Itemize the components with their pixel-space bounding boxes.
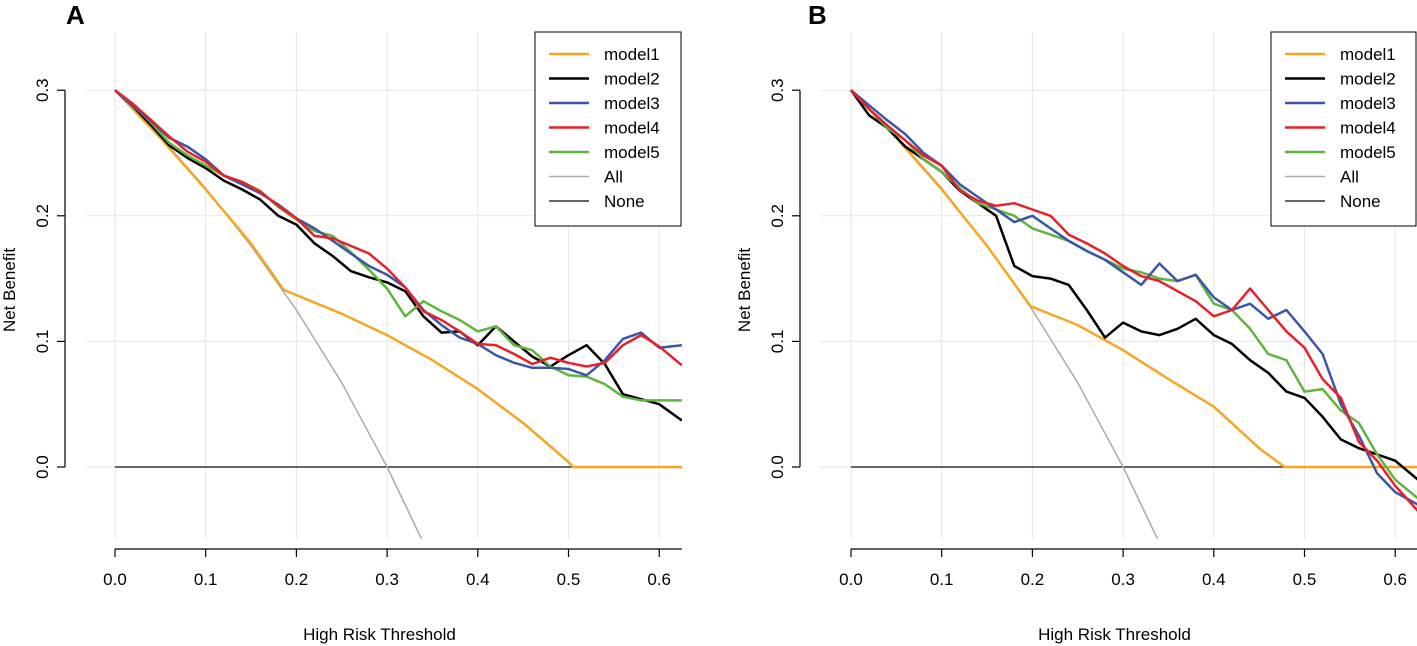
y-axis-title: Net Benefit [735, 248, 754, 332]
legend-label-model5: model5 [604, 143, 660, 162]
y-tick-label: 0.3 [768, 78, 787, 102]
series-line-model1 [850, 89, 1417, 469]
x-tick-label: 0.0 [839, 570, 863, 589]
x-tick-label: 0.2 [1021, 570, 1045, 589]
legend-label-model1: model1 [1340, 45, 1396, 64]
y-axis: 0.0 0.1 0.2 0.3 Net Benefit [0, 78, 66, 479]
y-tick-label: 0.2 [768, 204, 787, 228]
x-tick-label: 0.1 [194, 570, 218, 589]
y-tick-label: 0.1 [768, 330, 787, 354]
legend-label-model5: model5 [1340, 143, 1396, 162]
legend-label-All: All [604, 168, 623, 187]
x-axis-title: High Risk Threshold [303, 625, 456, 644]
x-tick-label: 0.6 [647, 570, 671, 589]
y-axis: 0.0 0.1 0.2 0.3 Net Benefit [735, 78, 801, 479]
legend-label-model3: model3 [1340, 94, 1396, 113]
panel-A: 0.0 0.1 0.2 0.3 0.4 0.5 0.6 High Risk Threshold… [0, 0, 682, 644]
panel-label: A [66, 0, 85, 30]
legend-label-model4: model4 [1340, 119, 1396, 138]
series-group [114, 89, 682, 539]
legend: model1 model2 model3 model4 model5 All None [1270, 31, 1417, 227]
y-tick-label: 0.1 [33, 330, 52, 354]
legend-box [1270, 31, 1417, 227]
legend-label-model2: model2 [604, 70, 660, 89]
series-line-model4 [114, 89, 682, 368]
x-tick-label: 0.5 [1293, 570, 1317, 589]
legend: model1 model2 model3 model4 model5 All None [534, 31, 682, 227]
series-line-model3 [114, 89, 682, 377]
y-axis-title: Net Benefit [0, 248, 19, 332]
series-line-All [114, 89, 423, 539]
legend-label-model4: model4 [604, 119, 660, 138]
y-tick-label: 0.0 [768, 455, 787, 479]
y-tick-label: 0.2 [33, 204, 52, 228]
legend-label-None: None [1340, 192, 1381, 211]
y-tick-label: 0.3 [33, 78, 52, 102]
x-tick-label: 0.3 [375, 570, 399, 589]
x-tick-label: 0.1 [930, 570, 954, 589]
x-tick-label: 0.5 [557, 570, 581, 589]
x-tick-label: 0.2 [285, 570, 309, 589]
series-line-model4 [850, 89, 1417, 512]
legend-label-All: All [1340, 168, 1359, 187]
legend-label-model2: model2 [1340, 70, 1396, 89]
series-line-model2 [114, 89, 682, 422]
legend-label-model3: model3 [604, 94, 660, 113]
x-axis-title: High Risk Threshold [1038, 625, 1191, 644]
x-tick-label: 0.6 [1383, 570, 1407, 589]
legend-label-None: None [604, 192, 645, 211]
y-tick-label: 0.0 [33, 455, 52, 479]
x-tick-label: 0.4 [1202, 570, 1226, 589]
x-tick-label: 0.4 [466, 570, 490, 589]
panel-label: B [808, 0, 827, 30]
legend-box [534, 31, 682, 227]
series-line-model5 [114, 89, 682, 402]
legend-label-model1: model1 [604, 45, 660, 64]
panel-B: 0.0 0.1 0.2 0.3 0.4 0.5 0.6 High Risk Threshold… [735, 0, 1417, 644]
series-line-model1 [114, 89, 682, 469]
x-axis: 0.0 0.1 0.2 0.3 0.4 0.5 0.6 High Risk Threshold [839, 548, 1417, 644]
series-line-All [850, 89, 1159, 539]
x-tick-label: 0.3 [1111, 570, 1135, 589]
x-tick-label: 0.0 [103, 570, 127, 589]
series-group [849, 89, 1417, 539]
x-axis: 0.0 0.1 0.2 0.3 0.4 0.5 0.6 High Risk Threshold [103, 548, 682, 644]
